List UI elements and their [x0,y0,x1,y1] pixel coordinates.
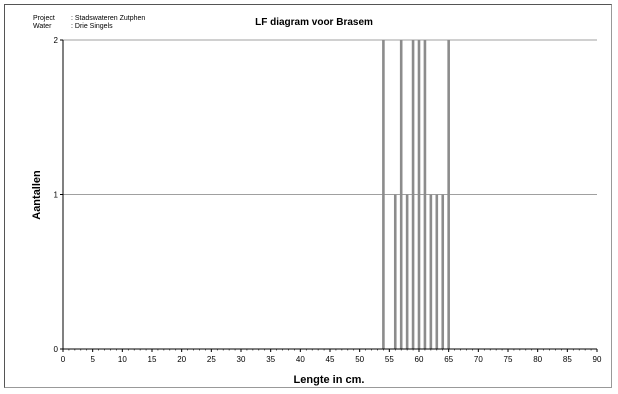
project-label: Project [33,15,55,22]
bar [405,194,409,349]
x-tick-labels: 0 5 10 15 20 25 30 35 40 45 50 55 60 65 70 75 80 85 90 [61,355,602,364]
y-tick-label: 2 [54,36,59,45]
water-label: Water [33,23,52,30]
x-tick-label: 50 [355,355,364,364]
bar [441,194,445,349]
bar [417,40,421,349]
x-tick-label: 85 [563,355,572,364]
x-tick-label: 55 [385,355,394,364]
x-tick-label: 10 [118,355,127,364]
x-tick-label: 65 [444,355,453,364]
project-value: : Stadswateren Zutphen [71,15,146,22]
x-tick-label: 80 [533,355,542,364]
x-tick-label: 70 [474,355,483,364]
x-axis-label: Lengte in cm. [294,374,365,386]
project-row: Project : Stadswateren Zutphen [33,15,145,23]
x-tick-label: 40 [296,355,305,364]
x-tick-label: 35 [266,355,275,364]
x-tick-label: 5 [90,355,95,364]
y-tick-label: 0 [54,345,59,354]
x-tick-label: 45 [326,355,335,364]
y-axis-label: Aantallen [31,170,43,220]
x-tick-label: 30 [237,355,246,364]
bars [382,40,450,349]
x-tick-label: 15 [148,355,157,364]
water-row: Water : Drie Singels [33,23,145,31]
x-tick-label: 0 [61,355,66,364]
bar [435,194,439,349]
bar [411,40,415,349]
chart-metadata: Project : Stadswateren Zutphen Water : Dri… [33,15,145,31]
x-tick-label: 20 [177,355,186,364]
bar [393,194,397,349]
y-tick-labels: 0 1 2 [54,36,59,354]
x-tick-label: 75 [504,355,513,364]
bar [423,40,427,349]
bar [447,40,450,349]
chart-title: LF diagram voor Brasem [255,17,373,28]
bar [399,40,403,349]
bar [429,194,433,349]
x-tick-label: 90 [593,355,602,364]
bar [382,40,385,349]
chart-frame: Project : Stadswateren Zutphen Water : Dri… [4,4,612,388]
gridlines [63,39,597,195]
axes [60,39,598,352]
water-value: : Drie Singels [71,23,113,30]
x-tick-label: 60 [415,355,424,364]
y-tick-label: 1 [54,191,59,200]
x-tick-label: 25 [207,355,216,364]
